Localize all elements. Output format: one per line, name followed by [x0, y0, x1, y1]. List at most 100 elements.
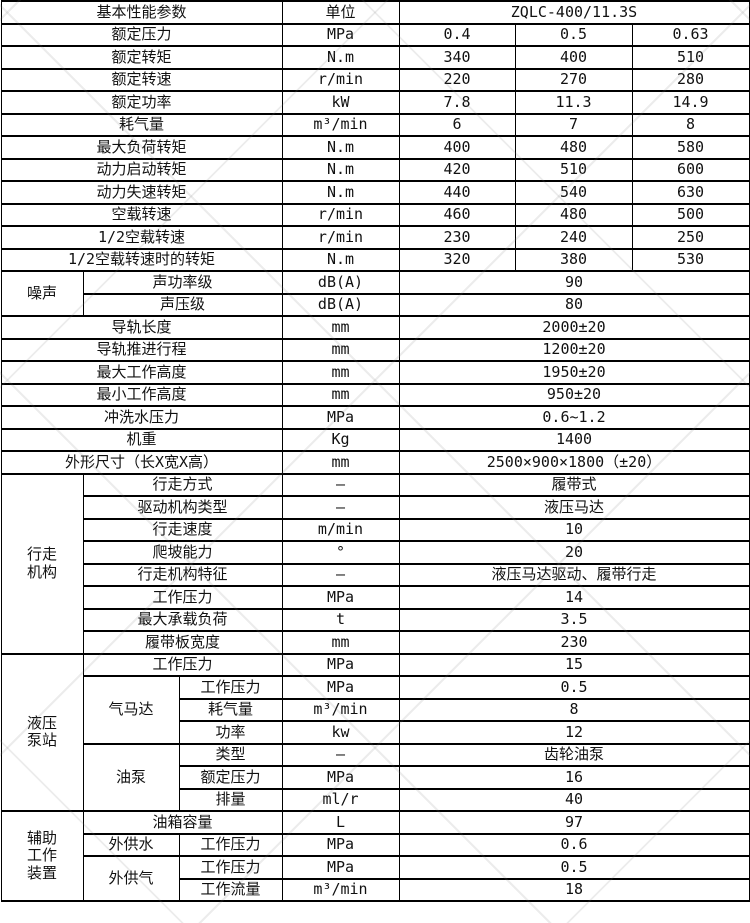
header-param: 基本性能参数 [0, 0, 283, 25]
row-label: 额定转速 [0, 67, 283, 92]
row-label: 最大承载负荷 [82, 607, 283, 632]
table-row: 额定转速 r/min 220 270 280 [0, 67, 750, 92]
value-cell: 1200±20 [398, 337, 750, 362]
value-cell: 10 [398, 517, 750, 542]
row-label: 驱动机构类型 [82, 495, 283, 520]
unit-cell: MPa [281, 652, 400, 677]
row-label: 冲洗水压力 [0, 405, 283, 430]
row-label: 工作流量 [178, 877, 283, 902]
row-label: 最大负荷转矩 [0, 135, 283, 160]
row-label: 机重 [0, 427, 283, 452]
group-label-noise: 噪声 [0, 270, 84, 317]
table-row: 外形尺寸（长X宽X高） mm 2500×900×1800（±20） [0, 450, 750, 475]
unit-cell: — [281, 472, 400, 497]
table-row: 动力失速转矩 N.m 440 540 630 [0, 180, 750, 205]
table-row: 最大承载负荷 t 3.5 [1, 607, 750, 632]
table-row: 冲洗水压力 MPa 0.6~1.2 [0, 405, 750, 430]
table-row: 动力启动转矩 N.m 420 510 600 [0, 157, 750, 182]
value-cell: 液压马达 [398, 495, 750, 520]
value-cell: 2000±20 [398, 315, 750, 340]
unit-cell: mm [281, 337, 400, 362]
subgroup-label-water-supply: 外供水 [82, 832, 180, 857]
value-cell: 80 [398, 292, 750, 317]
row-label: 工作压力 [82, 652, 283, 677]
row-label: 额定压力 [0, 22, 283, 47]
table-row: 行走速度 m/min 10 [1, 517, 750, 542]
unit-cell: MPa [281, 585, 400, 610]
value-cell: 3.5 [398, 607, 750, 632]
row-label: 导轨长度 [0, 315, 283, 340]
unit-cell: ml/r [281, 787, 400, 812]
unit-cell: ° [281, 540, 400, 565]
row-label: 耗气量 [0, 112, 283, 137]
value-cell: 40 [398, 787, 750, 812]
value-cell: 1950±20 [398, 360, 750, 385]
table-row: 额定转矩 N.m 340 400 510 [0, 45, 750, 70]
unit-cell: mm [281, 360, 400, 385]
unit-cell: r/min [281, 67, 400, 92]
row-label: 动力启动转矩 [0, 157, 283, 182]
row-label: 工作压力 [178, 832, 283, 857]
table-row: 爬坡能力 ° 20 [1, 540, 750, 565]
unit-cell: mm [281, 450, 400, 475]
value-cell: 0.6~1.2 [398, 405, 750, 430]
table-row: 工作流量 m³/min 18 [1, 877, 750, 902]
table-row: 声压级 dB(A) 80 [1, 292, 750, 317]
table-row: 气马达 工作压力 MPa 0.5 [1, 675, 750, 745]
table-row: 驱动机构类型 — 液压马达 [1, 495, 750, 520]
table-row: 外供气 工作压力 MPa 0.5 [1, 855, 750, 902]
table-row: 辅助 工作 装置 油箱容量 L 97 [0, 810, 750, 902]
unit-cell: Kg [281, 427, 400, 452]
value-cell: 250 [631, 225, 750, 250]
table-row: 1/2空载转速 r/min 230 240 250 [0, 225, 750, 250]
unit-cell: m³/min [281, 697, 400, 722]
unit-cell: kw [281, 720, 400, 745]
row-label: 油箱容量 [82, 810, 283, 835]
unit-cell: N.m [281, 247, 400, 272]
row-label: 外形尺寸（长X宽X高） [0, 450, 283, 475]
value-cell: 8 [631, 112, 750, 137]
value-cell: 510 [514, 157, 633, 182]
value-cell: 14 [398, 585, 750, 610]
unit-cell: m³/min [281, 112, 400, 137]
row-label: 动力失速转矩 [0, 180, 283, 205]
value-cell: 400 [514, 45, 633, 70]
unit-cell: mm [281, 315, 400, 340]
unit-cell: MPa [281, 405, 400, 430]
table-header-row: 基本性能参数 单位 ZQLC-400/11.3S [0, 0, 750, 25]
subgroup-label-oil-pump: 油泵 [82, 742, 180, 812]
table-row: 工作压力 MPa 14 [1, 585, 750, 610]
value-cell: 0.5 [514, 22, 633, 47]
value-cell: 340 [398, 45, 516, 70]
unit-cell: MPa [281, 832, 400, 857]
table-row: 耗气量 m³/min 8 [1, 697, 750, 722]
table-row: 噪声 声功率级 dB(A) 90 [0, 270, 750, 317]
subgroup-label-air-motor: 气马达 [82, 675, 180, 745]
table-row: 1/2空载转速时的转矩 N.m 320 380 530 [0, 247, 750, 272]
row-label: 额定转矩 [0, 45, 283, 70]
value-cell: 6 [398, 112, 516, 137]
row-label: 1/2空载转速 [0, 225, 283, 250]
table-row: 最大负荷转矩 N.m 400 480 580 [0, 135, 750, 160]
unit-cell: t [281, 607, 400, 632]
value-cell: 0.6 [398, 832, 750, 857]
value-cell: 440 [398, 180, 516, 205]
unit-cell: mm [281, 382, 400, 407]
table-row: 额定功率 kW 7.8 11.3 14.9 [0, 90, 750, 115]
value-cell: 0.5 [398, 855, 750, 880]
group-label-hydraulic: 液压 泵站 [0, 652, 84, 812]
unit-cell: r/min [281, 225, 400, 250]
unit-cell: — [281, 495, 400, 520]
value-cell: 500 [631, 202, 750, 227]
row-label: 工作压力 [178, 675, 283, 700]
value-cell: 11.3 [514, 90, 633, 115]
value-cell: 320 [398, 247, 516, 272]
header-unit: 单位 [281, 0, 400, 25]
value-cell: 液压马达驱动、履带行走 [398, 562, 750, 587]
table-row: 最大工作高度 mm 1950±20 [0, 360, 750, 385]
row-label: 1/2空载转速时的转矩 [0, 247, 283, 272]
table-row: 导轨长度 mm 2000±20 [0, 315, 750, 340]
row-label: 工作压力 [82, 585, 283, 610]
row-label: 行走速度 [82, 517, 283, 542]
row-label: 耗气量 [178, 697, 283, 722]
